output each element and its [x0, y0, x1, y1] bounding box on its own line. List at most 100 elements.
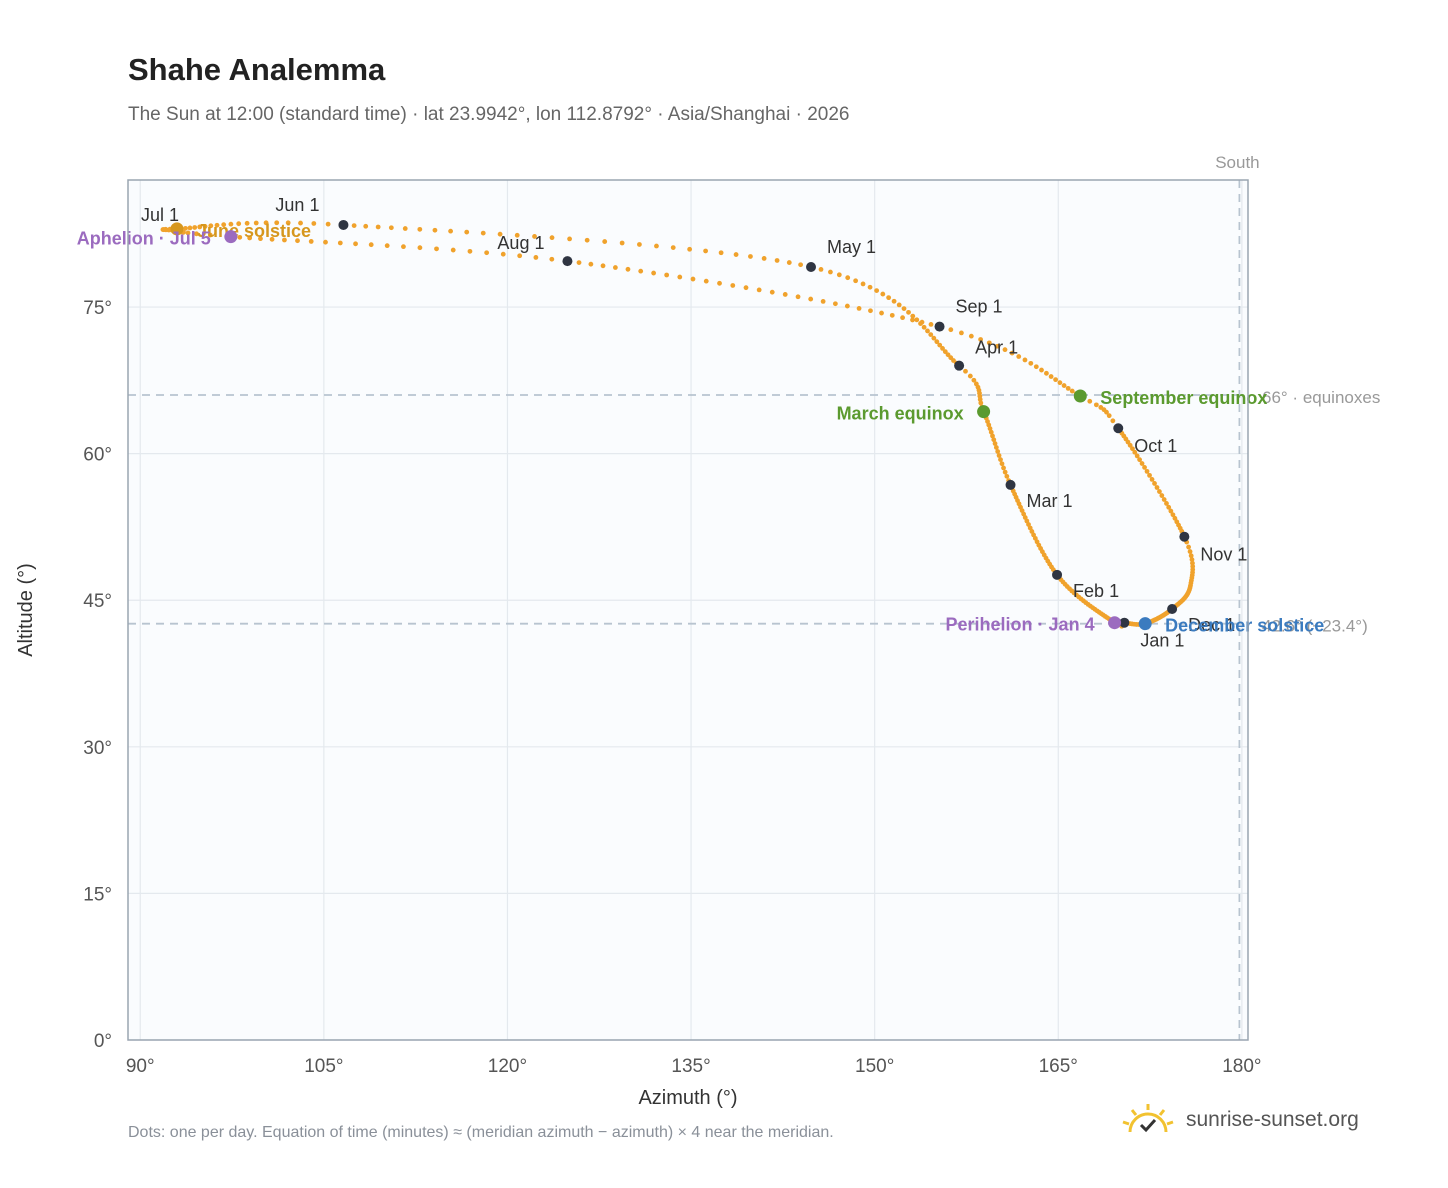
daily-sun-dot	[995, 449, 1001, 454]
daily-sun-dot	[919, 319, 925, 325]
daily-sun-dot	[612, 265, 618, 270]
daily-sun-dot	[867, 284, 873, 290]
daily-sun-dot	[1065, 385, 1071, 391]
daily-sun-dot	[368, 242, 374, 248]
month-marker-dot	[1167, 604, 1178, 615]
month-marker-dot	[338, 219, 349, 230]
daily-sun-dot	[995, 343, 1000, 349]
daily-sun-dot	[921, 324, 927, 330]
daily-sun-dot	[996, 453, 1002, 458]
daily-sun-dot	[1016, 354, 1022, 359]
daily-sun-dot	[532, 234, 537, 239]
daily-sun-dot	[844, 303, 850, 309]
daily-sun-dot	[889, 312, 895, 318]
month-marker-label: Oct 1	[1134, 436, 1177, 456]
event-marker-dot	[977, 405, 991, 419]
daily-sun-dot	[798, 262, 804, 268]
daily-sun-dot	[1157, 489, 1162, 494]
daily-sun-dot	[1057, 380, 1063, 386]
plot-area	[128, 180, 1248, 1040]
daily-sun-dot	[991, 437, 997, 443]
daily-sun-dot	[703, 278, 709, 284]
daily-sun-dot	[363, 223, 369, 229]
daily-sun-dot	[730, 283, 736, 288]
daily-sun-dot	[214, 222, 220, 228]
month-marker-label: Feb 1	[1073, 581, 1119, 601]
daily-sun-dot	[244, 220, 250, 226]
month-marker-label: Sep 1	[956, 297, 1003, 317]
south-label: South	[1215, 153, 1259, 172]
daily-sun-dot	[1044, 370, 1049, 376]
event-marker-label: June solstice	[197, 221, 311, 241]
daily-sun-dot	[910, 317, 915, 323]
daily-sun-dot	[687, 246, 693, 252]
daily-sun-dot	[1187, 549, 1193, 554]
y-axis-label: Altitude (°)	[15, 563, 37, 657]
daily-sun-dot	[718, 250, 724, 256]
x-tick-label: 135°	[671, 1056, 710, 1077]
daily-sun-dot	[417, 245, 423, 251]
daily-sun-dot	[856, 306, 862, 311]
daily-sun-dot	[978, 400, 984, 406]
event-marker-dot	[224, 230, 238, 244]
daily-sun-dot	[237, 234, 243, 240]
daily-sun-dot	[774, 258, 780, 263]
daily-sun-dot	[384, 243, 390, 249]
daily-sun-dot	[963, 368, 968, 374]
daily-sun-dot	[931, 335, 937, 341]
daily-sun-dot	[1161, 497, 1167, 502]
daily-sun-dot	[940, 346, 945, 351]
month-marker-dot	[1005, 479, 1016, 490]
daily-sun-dot	[500, 251, 506, 257]
event-marker-dot	[170, 222, 184, 236]
event-marker-label: March equinox	[837, 404, 964, 424]
daily-sun-dot	[202, 223, 208, 229]
daily-sun-dot	[450, 247, 456, 253]
daily-sun-dot	[914, 317, 920, 323]
daily-sun-dot	[337, 240, 343, 246]
daily-sun-dot	[351, 223, 357, 228]
daily-sun-dot	[1022, 357, 1028, 363]
daily-sun-dot	[1188, 553, 1194, 559]
daily-sun-dot	[690, 276, 696, 282]
daily-sun-dot	[934, 339, 940, 345]
daily-sun-dot	[1106, 413, 1112, 419]
brand[interactable]: sunrise-sunset.org	[1120, 1102, 1359, 1138]
daily-sun-dot	[677, 274, 683, 280]
daily-sun-dot	[992, 441, 998, 446]
x-tick-label: 150°	[855, 1056, 894, 1077]
month-marker-dot	[806, 261, 817, 272]
daily-sun-dot	[808, 296, 814, 302]
daily-sun-dot	[1159, 493, 1165, 498]
daily-sun-dot	[584, 237, 590, 243]
daily-sun-dot	[874, 288, 880, 294]
daily-sun-dot	[1189, 557, 1195, 562]
daily-sun-dot	[786, 260, 792, 265]
month-marker-dot	[1179, 531, 1190, 542]
daily-sun-dot	[588, 261, 594, 267]
sun-logo-icon	[1122, 1104, 1174, 1133]
daily-sun-dot	[1130, 446, 1135, 452]
y-axis-ticks: 0° 15° 30° 45° 60° 75°	[83, 298, 112, 1052]
x-tick-label: 105°	[304, 1056, 343, 1077]
daily-sun-dot	[638, 268, 644, 274]
daily-sun-dot	[756, 287, 762, 293]
daily-sun-dot	[1166, 504, 1172, 510]
x-axis-ticks: 90° 105° 120° 135° 150° 165° 180°	[126, 1056, 1262, 1077]
month-marker-label: Jun 1	[275, 195, 319, 215]
daily-sun-dot	[986, 340, 992, 346]
y-tick-label: 15°	[83, 884, 112, 905]
event-marker-label: Aphelion · Jul 5	[77, 229, 211, 249]
daily-sun-dot	[959, 330, 964, 336]
daily-sun-dot	[832, 301, 838, 307]
daily-sun-dot	[308, 239, 314, 244]
daily-sun-dot	[654, 243, 659, 249]
daily-sun-dot	[236, 221, 242, 227]
month-marker-label: Dec 1	[1188, 615, 1235, 635]
daily-sun-dot	[900, 315, 905, 321]
y-tick-label: 75°	[83, 298, 112, 319]
daily-sun-dot	[828, 269, 833, 275]
daily-sun-dot	[988, 429, 994, 435]
daily-sun-dot	[891, 298, 897, 304]
daily-sun-dot	[1186, 544, 1191, 550]
